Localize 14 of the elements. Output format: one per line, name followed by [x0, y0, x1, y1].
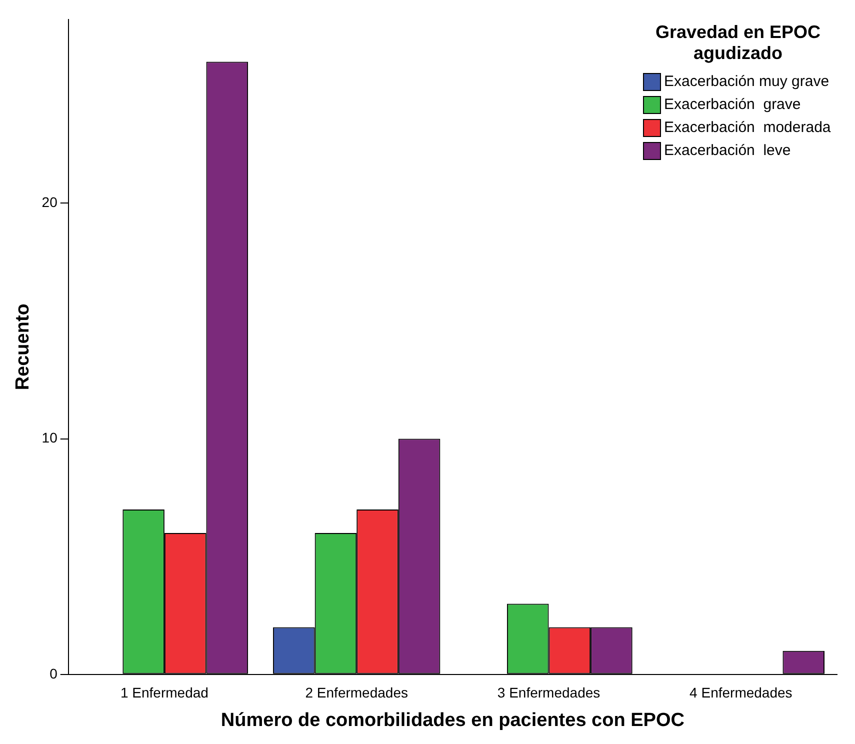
x-tick-label: 3 Enfermedades: [497, 684, 600, 701]
legend-title: Gravedad en EPOC agudizado: [654, 22, 822, 64]
x-tick-label: 4 Enfermedades: [690, 684, 792, 701]
y-axis-title: Recuento: [12, 304, 34, 390]
y-tick-label: 10: [42, 430, 58, 446]
x-axis-title: Número de comorbilidades en pacientes con EPOC: [220, 710, 685, 731]
y-tick-label: 20: [42, 194, 58, 210]
x-tick-label: 1 Enfermedad: [120, 684, 208, 701]
y-tick-label: 0: [50, 665, 58, 682]
x-tick-label: 2 Enfermedades: [305, 684, 408, 701]
legend-label: Exacerbación grave: [664, 96, 801, 113]
legend-label: Exacerbación muy grave: [664, 73, 830, 90]
legend-label: Exacerbación leve: [664, 142, 791, 159]
legend-label: Exacerbación moderada: [664, 119, 831, 136]
